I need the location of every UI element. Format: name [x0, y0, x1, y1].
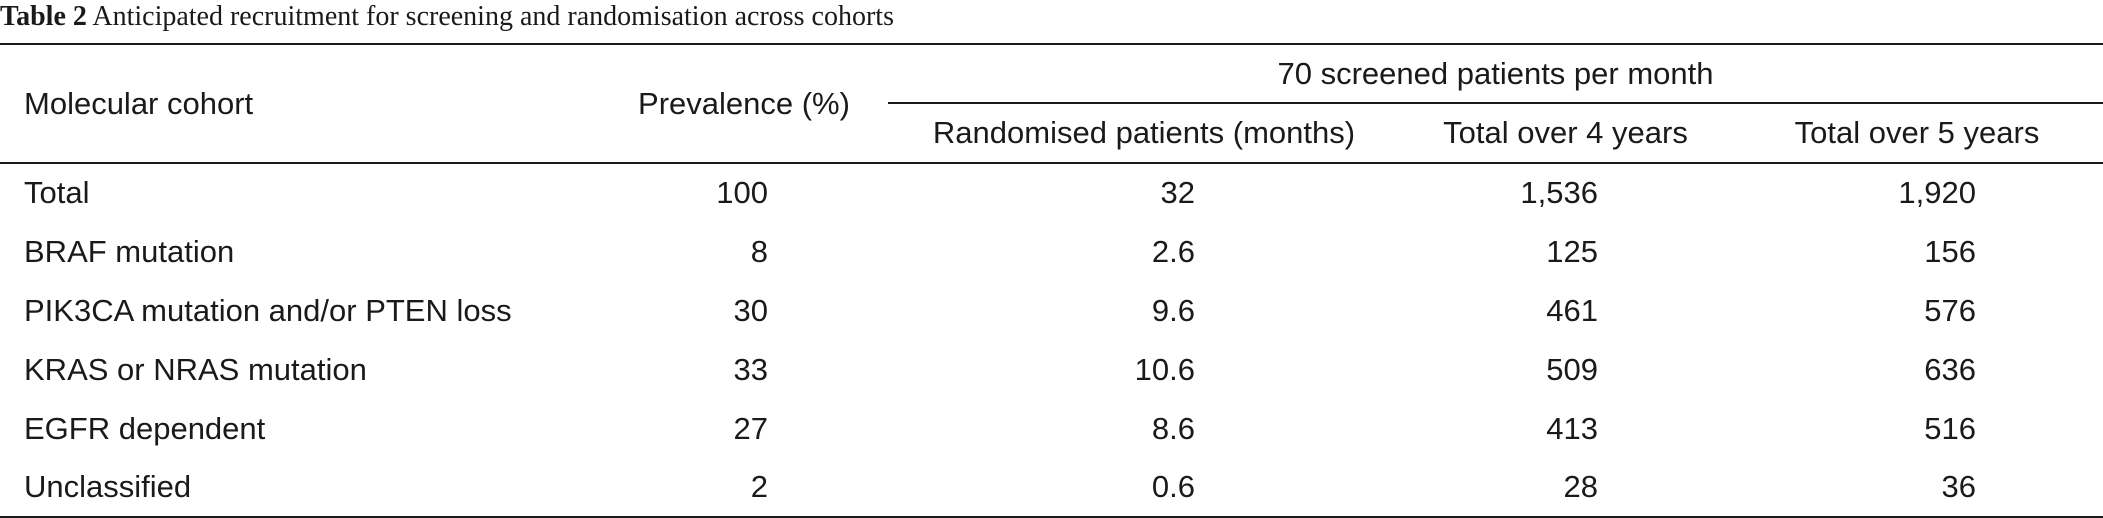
- cell-total5: 36: [1731, 458, 2103, 518]
- cell-total4: 413: [1546, 410, 1598, 446]
- cell-cohort: PIK3CA mutation and/or PTEN loss: [24, 292, 512, 328]
- cell-prevalence: 30: [733, 292, 768, 328]
- cell-prevalence: 33: [733, 351, 768, 387]
- cell-prevalence: 27: [733, 410, 768, 446]
- cell-prevalence: 100: [716, 175, 768, 210]
- header-total-4-years: Total over 4 years: [1400, 104, 1731, 164]
- cell-randomised: 2.6: [1151, 233, 1195, 269]
- header-group-cell: 70 screened patients per month: [868, 43, 2103, 104]
- cell-randomised: 8.6: [1151, 410, 1195, 446]
- cell-prevalence: 8: [750, 233, 768, 269]
- table-row: EGFR dependent 27 8.6 413 516: [0, 399, 2103, 458]
- table-header: Molecular cohort Prevalence (%) 70 scree…: [0, 43, 2103, 164]
- cell-prevalence: 2: [600, 458, 868, 518]
- cell-total4: 509: [1546, 351, 1598, 387]
- cell-total4: 461: [1546, 292, 1598, 328]
- cell-cohort: EGFR dependent: [24, 410, 266, 446]
- cell-total5: 1,920: [1898, 175, 1976, 210]
- header-molecular-cohort: Molecular cohort: [0, 43, 600, 164]
- cell-cohort: BRAF mutation: [24, 233, 235, 269]
- cell-cohort: Unclassified: [0, 458, 600, 518]
- table-caption: Table 2 Anticipated recruitment for scre…: [0, 0, 894, 34]
- cell-randomised: 10.6: [1134, 351, 1195, 387]
- header-total-5-years: Total over 5 years: [1731, 104, 2103, 164]
- header-prevalence: Prevalence (%): [600, 43, 868, 164]
- cell-total5: 576: [1924, 292, 1976, 328]
- cell-total4: 28: [1400, 458, 1731, 518]
- cell-total5: 516: [1924, 410, 1976, 446]
- table-row: BRAF mutation 8 2.6 125 156: [0, 222, 2103, 281]
- cell-randomised: 0.6: [868, 458, 1400, 518]
- cell-total4: 1,536: [1520, 175, 1598, 210]
- cell-randomised: 9.6: [1151, 292, 1195, 328]
- table-caption-text: Anticipated recruitment for screening an…: [92, 1, 894, 32]
- header-randomised: Randomised patients (months): [868, 104, 1400, 164]
- table-row: Total 100 32 1,536 1,920: [0, 163, 2103, 222]
- cell-cohort: Total: [24, 175, 90, 210]
- cell-total5: 156: [1924, 233, 1976, 269]
- cell-total5: 636: [1924, 351, 1976, 387]
- table-row: PIK3CA mutation and/or PTEN loss 30 9.6 461…: [0, 281, 2103, 340]
- table-body: Total 100 32 1,536 1,920 BRAF mutation 8 2.6 125…: [0, 163, 2103, 518]
- table-row: KRAS or NRAS mutation 33 10.6 509 636: [0, 340, 2103, 399]
- header-group-screened: 70 screened patients per month: [888, 45, 2103, 104]
- cell-total4: 125: [1546, 233, 1598, 269]
- table-caption-label: Table 2: [0, 1, 87, 32]
- recruitment-table: Molecular cohort Prevalence (%) 70 scree…: [0, 43, 2103, 518]
- cell-cohort: KRAS or NRAS mutation: [24, 351, 367, 387]
- cell-randomised: 32: [1160, 175, 1195, 210]
- table-row: Unclassified 2 0.6 28 36: [0, 458, 2103, 518]
